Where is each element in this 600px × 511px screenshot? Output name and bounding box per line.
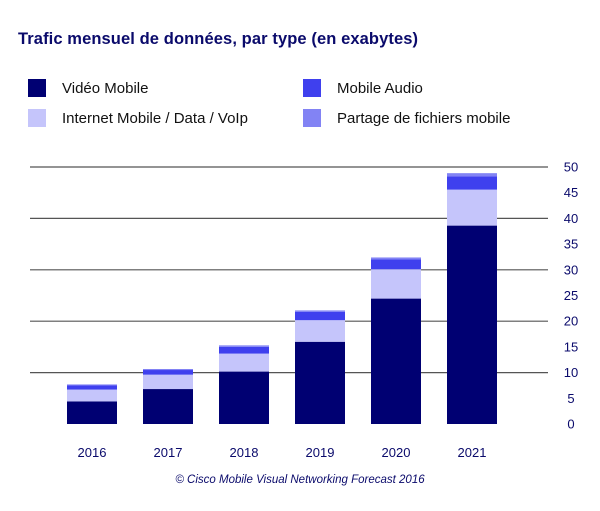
- bar-2021-series-2: [447, 176, 497, 190]
- x-tick-label-2019: 2019: [306, 445, 335, 460]
- bar-2018-series-1: [219, 353, 269, 372]
- bar-2020-series-2: [371, 259, 421, 270]
- x-tick-label-2018: 2018: [230, 445, 259, 460]
- legend-swatch-mobile-audio: [303, 79, 321, 97]
- chart-plot: 0 5 10 15 20 25 30 35 40 45 50 2016 2017 2018 2019 2020…: [30, 160, 578, 460]
- bar-2019-series-0: [295, 341, 345, 424]
- x-tick-label-2021: 2021: [458, 445, 487, 460]
- bar-2017-series-0: [143, 389, 193, 424]
- bar-2017-series-2: [143, 370, 193, 375]
- bar-2019-series-2: [295, 311, 345, 321]
- y-tick-label-5: 5: [567, 391, 574, 406]
- y-tick-label-30: 30: [564, 262, 578, 277]
- y-tick-label-20: 20: [564, 314, 578, 329]
- bar-2016-series-0: [67, 401, 117, 424]
- bar-2017-series-3: [143, 369, 193, 371]
- bar-2021-series-1: [447, 189, 497, 226]
- bar-2019-series-1: [295, 320, 345, 342]
- y-tick-label-45: 45: [564, 185, 578, 200]
- bar-2017-series-1: [143, 374, 193, 390]
- legend-swatch-internet-mobile: [28, 109, 46, 127]
- y-tick-label-40: 40: [564, 211, 578, 226]
- legend-swatch-video-mobile: [28, 79, 46, 97]
- x-tick-label-2016: 2016: [78, 445, 107, 460]
- legend-swatch-partage-fichiers: [303, 109, 321, 127]
- legend-item-internet-mobile: Internet Mobile / Data / VoIp: [28, 108, 248, 128]
- source-credit: © Cisco Mobile Visual Networking Forecas…: [175, 474, 425, 486]
- bar-2016-series-2: [67, 385, 117, 390]
- x-tick-label-2020: 2020: [382, 445, 411, 460]
- bar-2020-series-3: [371, 257, 421, 260]
- bar-2020-series-1: [371, 269, 421, 299]
- bar-2018-series-0: [219, 371, 269, 424]
- legend-label-mobile-audio: Mobile Audio: [337, 79, 423, 97]
- bar-2019-series-3: [295, 310, 345, 312]
- bar-2016-series-1: [67, 389, 117, 402]
- y-tick-label-0: 0: [567, 417, 574, 432]
- legend-item-video-mobile: Vidéo Mobile: [28, 78, 148, 98]
- legend-label-internet-mobile: Internet Mobile / Data / VoIp: [62, 109, 248, 127]
- x-tick-label-2017: 2017: [154, 445, 183, 460]
- bar-2021-series-0: [447, 225, 497, 424]
- legend-label-partage-fichiers: Partage de fichiers mobile: [337, 109, 511, 127]
- y-tick-label-10: 10: [564, 365, 578, 380]
- y-tick-label-25: 25: [564, 288, 578, 303]
- bar-2016-series-3: [67, 384, 117, 386]
- bar-2018-series-3: [219, 345, 269, 347]
- bar-2018-series-2: [219, 346, 269, 354]
- y-tick-label-15: 15: [564, 339, 578, 354]
- legend-item-partage-fichiers: Partage de fichiers mobile: [303, 108, 510, 128]
- y-tick-label-35: 35: [564, 237, 578, 252]
- bar-2021-series-3: [447, 173, 497, 177]
- y-tick-label-50: 50: [564, 160, 578, 175]
- bar-2020-series-0: [371, 298, 421, 424]
- legend-item-mobile-audio: Mobile Audio: [303, 78, 423, 98]
- legend-label-video-mobile: Vidéo Mobile: [62, 79, 149, 97]
- chart-title: Trafic mensuel de données, par type (en …: [18, 30, 419, 48]
